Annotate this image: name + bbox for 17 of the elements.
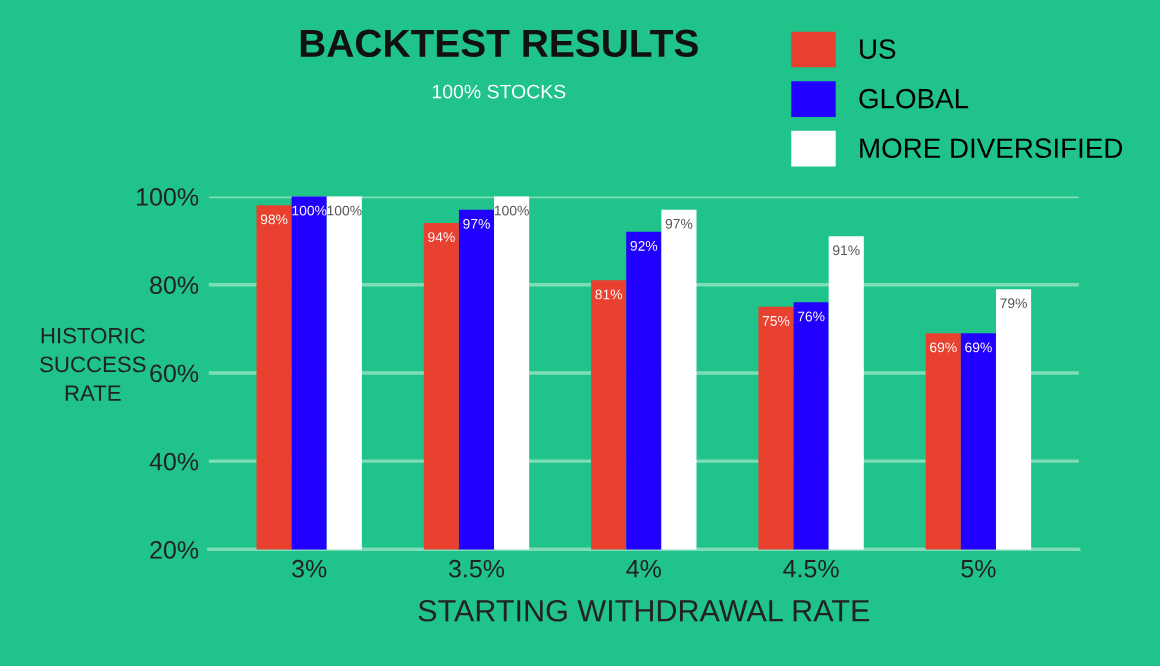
y-tick-label: 60%	[150, 364, 199, 383]
x-tick-label: 4.5%	[783, 559, 839, 578]
legend-label: US	[860, 39, 896, 59]
x-tick-label: 4%	[626, 559, 661, 578]
y-tick-label: 100%	[137, 188, 199, 206]
legend-label: MORE DIVERSIFIED	[860, 138, 1123, 159]
y-axis-title: HISTORIC SUCCESS RATE	[40, 327, 146, 401]
chart-title: BACKTEST RESULTS	[300, 29, 698, 58]
x-tick-label: 3.5%	[448, 559, 505, 578]
chart-subtitle: 100% STOCKS	[432, 84, 566, 99]
x-tick-label: 3%	[292, 559, 327, 578]
y-tick-label: 40%	[149, 452, 199, 471]
legend-label: GLOBAL	[859, 88, 969, 109]
x-tick-label: 5%	[961, 559, 996, 578]
x-axis-title: STARTING WITHDRAWAL RATE	[418, 599, 870, 622]
y-tick-label: 80%	[150, 276, 199, 295]
y-tick-label: 20%	[150, 541, 199, 559]
